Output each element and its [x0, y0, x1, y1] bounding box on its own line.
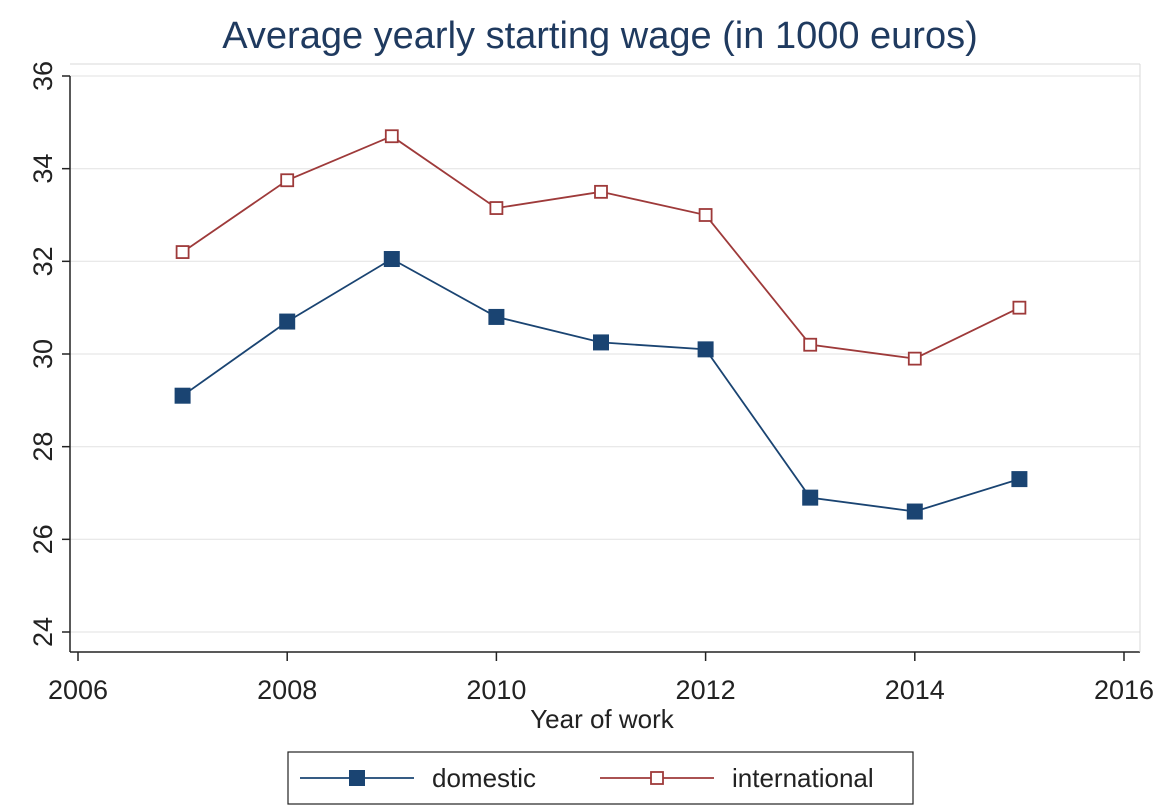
legend-label: international: [732, 763, 874, 793]
x-tick-label: 2012: [676, 675, 736, 705]
legend-item-international: international: [600, 763, 874, 793]
legend: domestic international: [287, 751, 914, 805]
data-point-domestic: [802, 489, 819, 506]
x-axis-label: Year of work: [530, 704, 675, 734]
data-point-international: [384, 129, 399, 144]
y-tick-label: 30: [28, 339, 58, 369]
legend-item-domestic: domestic: [300, 763, 536, 793]
data-point-domestic: [174, 387, 191, 404]
data-point-international: [280, 173, 295, 188]
data-point-domestic: [906, 503, 923, 520]
data-point-international: [175, 245, 190, 259]
data-point-international: [698, 208, 713, 222]
y-tick-label: 34: [28, 154, 58, 184]
chart-title: Average yearly starting wage (in 1000 eu…: [222, 15, 978, 57]
legend-label: domestic: [432, 763, 536, 793]
data-point-domestic: [1011, 471, 1028, 488]
data-point-domestic: [279, 313, 296, 330]
data-point-international: [594, 184, 608, 199]
x-tick-label: 2014: [885, 675, 945, 705]
y-tick-label: 36: [28, 61, 58, 91]
data-point-international: [1012, 300, 1027, 315]
data-point-domestic: [593, 334, 609, 351]
y-tick-label: 26: [28, 524, 58, 554]
series-domestic: [174, 251, 1028, 520]
series-line-international: [182, 135, 1020, 360]
legend-marker: [650, 771, 664, 785]
x-tick-label: 2016: [1094, 675, 1154, 705]
y-tick-label: 24: [28, 617, 58, 647]
series-line-domestic: [182, 257, 1020, 513]
x-tick-label: 2008: [257, 675, 317, 705]
data-point-international: [803, 337, 818, 352]
y-tick-label: 28: [28, 432, 58, 462]
x-tick-label: 2006: [48, 675, 108, 705]
data-point-domestic: [488, 308, 505, 325]
data-point-international: [907, 351, 922, 366]
legend-marker: [349, 770, 365, 786]
y-tick-label: 32: [28, 246, 58, 276]
data-point-domestic: [383, 251, 400, 268]
data-point-international: [489, 201, 504, 215]
x-tick-label: 2010: [466, 675, 526, 705]
x-axis-ticks: 2006 2008 2010 2012 2014 2016: [48, 652, 1154, 705]
data-point-domestic: [697, 341, 714, 358]
gridlines: [70, 75, 1140, 633]
series: [174, 129, 1028, 520]
series-international: [175, 129, 1027, 366]
y-axis-ticks: 24 26 28 30 32 34 36: [28, 61, 70, 647]
